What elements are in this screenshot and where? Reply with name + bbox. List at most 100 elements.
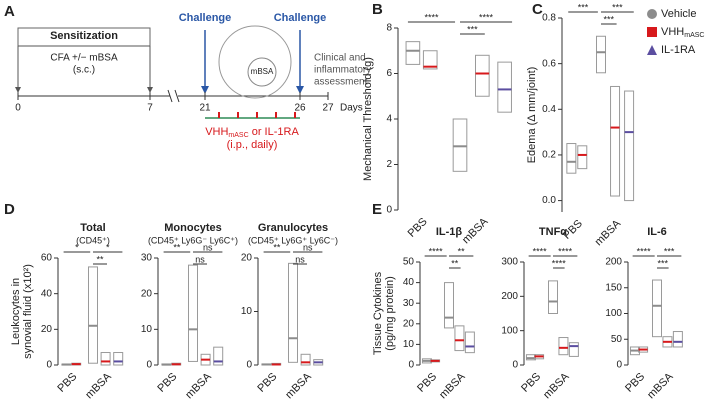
significance-label: ****: [558, 246, 573, 256]
y-axis-label: Edema (Δ mm/joint): [526, 67, 538, 164]
y-tick-label: 30: [403, 298, 415, 309]
chart-title: Monocytes: [164, 222, 221, 234]
assessment-label: inflammatory: [314, 65, 371, 76]
range-box: [497, 61, 512, 113]
y-tick-label: 0.6: [542, 58, 556, 69]
chart-title: Total: [80, 222, 105, 234]
chart-title: IL-6: [647, 226, 667, 238]
drug-label: VHHmASC or IL-1RA: [205, 126, 299, 139]
assessment-label: assessment: [314, 77, 368, 88]
y-tick-label: 0.4: [542, 104, 556, 115]
significance-label: ***: [612, 2, 623, 12]
significance-label: ***: [604, 14, 615, 24]
y-tick-label: 0: [616, 360, 622, 371]
day-label: 21: [199, 103, 211, 114]
drug-name: VHH: [205, 126, 228, 138]
y-tick-label: 40: [41, 288, 53, 299]
challenge-label: Challenge: [274, 12, 327, 24]
y-tick-label: 10: [241, 306, 253, 317]
range-box: [452, 118, 468, 172]
x-tick-label: mBSA: [645, 370, 676, 401]
route-label: (s.c.): [73, 65, 95, 76]
significance-label: ns: [203, 242, 213, 252]
treatment-label: CFA +/− mBSA: [50, 53, 118, 64]
significance-label: ****: [479, 12, 494, 22]
y-axis-label: (pg/mg protein): [384, 276, 396, 351]
joint-illustration: [218, 25, 292, 99]
arrow-head: [15, 87, 21, 93]
legend-name: IL-1RA: [661, 44, 696, 56]
range-box: [188, 264, 198, 362]
antigen-label: mBSA: [251, 67, 274, 76]
range-box: [610, 85, 621, 197]
y-tick-label: 0: [246, 360, 252, 371]
range-box: [464, 331, 475, 354]
y-axis-label: Tissue Cytokines: [372, 271, 384, 355]
significance-label: ns: [303, 242, 313, 252]
range-box: [577, 145, 588, 170]
y-tick-label: 10: [141, 324, 153, 335]
range-box: [566, 143, 577, 174]
significance-label: *: [75, 242, 79, 252]
y-tick-label: 20: [241, 253, 253, 264]
panel-letter: B: [372, 1, 383, 18]
y-tick-label: 100: [501, 325, 518, 336]
range-box: [288, 262, 298, 363]
chart-subtitle: (CD45⁺ Ly6G⁺ Ly6C⁻): [248, 235, 338, 245]
y-tick-label: 0: [512, 360, 518, 371]
y-tick-label: 50: [403, 257, 415, 268]
chart-panel: 0 10 20 Granulocytes(CD45⁺ Ly6G⁺ Ly6C⁻) PBS m…: [241, 222, 338, 401]
panel-letter: D: [4, 201, 15, 218]
y-tick-label: 0: [146, 360, 152, 371]
arrow-head: [201, 86, 209, 94]
range-box: [422, 50, 438, 70]
drug-rest: or IL-1RA: [249, 126, 300, 138]
range-box: [596, 35, 606, 74]
significance-label: *: [106, 242, 110, 252]
x-tick-label: mBSA: [593, 217, 624, 248]
legend-marker: [647, 27, 657, 37]
range-box: [624, 90, 635, 202]
x-tick-label: PBS: [155, 371, 179, 395]
significance-label: **: [451, 258, 459, 268]
x-tick-label: mBSA: [183, 370, 214, 401]
range-box: [88, 266, 98, 364]
significance-label: **: [458, 246, 466, 256]
axis-break: [174, 89, 180, 103]
x-tick-label: PBS: [55, 371, 79, 395]
y-tick-label: 200: [501, 291, 518, 302]
y-tick-label: 10: [403, 339, 415, 350]
y-tick-label: 0: [46, 360, 52, 371]
significance-label: **: [96, 254, 104, 264]
day-label: 0: [15, 103, 21, 114]
legend-label: VHHmASC: [661, 26, 704, 39]
chart-title: IL-1β: [436, 226, 463, 238]
axis-break: [167, 89, 173, 103]
y-tick-label: 20: [403, 318, 415, 329]
chart-subtitle: (CD45⁺ Ly6G⁻ Ly6C⁺): [148, 235, 238, 245]
range-box: [405, 41, 421, 65]
chart-subtitle: (CD45⁺): [76, 235, 110, 245]
significance-label: ns: [295, 254, 305, 264]
range-box: [568, 342, 579, 357]
y-tick-label: 2: [386, 159, 392, 170]
chart-panel: 0 10 20 30 40 50 Tissue Cytokines (pg/mg protei…: [372, 226, 475, 401]
significance-label: ****: [637, 246, 652, 256]
y-axis-label: Mechanical Threshold (g): [362, 57, 374, 181]
x-tick-label: PBS: [415, 371, 439, 395]
timeline-diagram: Sensitization CFA +/− mBSA (s.c.) Challe…: [17, 12, 371, 151]
chart-title: TNFα: [539, 226, 567, 238]
day-label: 26: [294, 103, 306, 114]
range-box: [558, 337, 569, 356]
day-label: 7: [147, 103, 153, 114]
significance-label: ****: [552, 258, 567, 268]
y-axis-label: synovial fluid (x10²): [22, 264, 34, 359]
x-tick-label: mBSA: [283, 370, 314, 401]
dosing-label: (i.p., daily): [227, 139, 278, 151]
legend-marker: [647, 9, 657, 19]
range-box: [672, 331, 683, 348]
day-label: 27: [322, 103, 334, 114]
days-label: Days: [340, 103, 363, 114]
